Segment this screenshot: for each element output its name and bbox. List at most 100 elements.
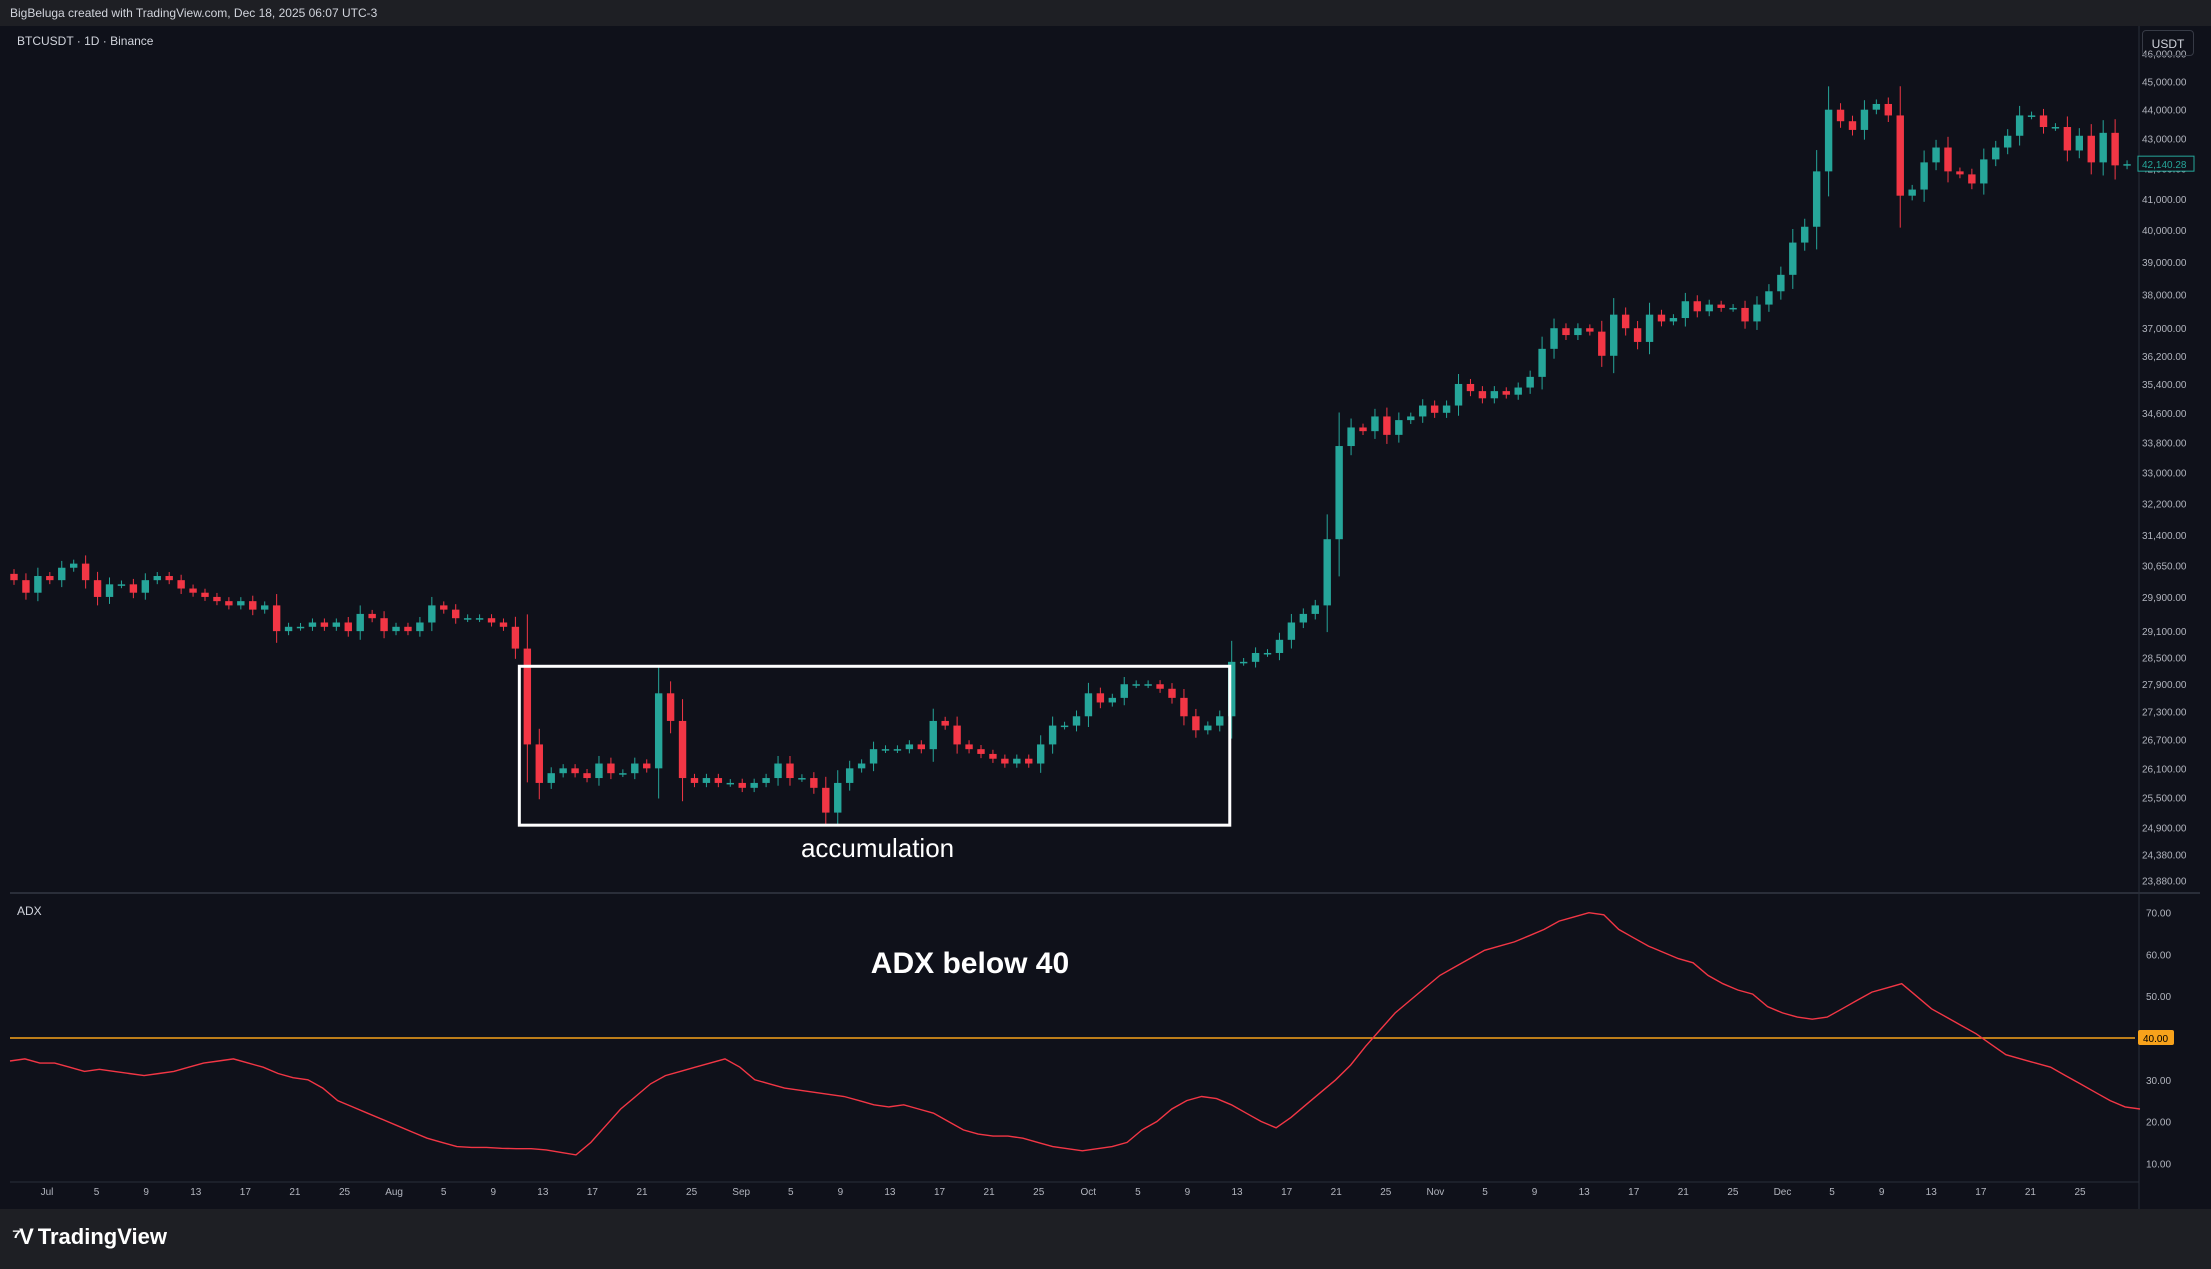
- candle-body: [1359, 427, 1367, 432]
- threshold-label: 40.00: [2143, 1034, 2168, 1045]
- candle-body: [845, 768, 854, 783]
- price-tick-label: 30,650.00: [2142, 562, 2187, 573]
- footer-bar: [0, 1209, 2211, 1269]
- candle-body: [643, 763, 651, 769]
- date-tick-label: Oct: [1081, 1187, 1097, 1198]
- candle-body: [690, 778, 699, 783]
- symbol-label: BTCUSDT · 1D · Binance: [17, 34, 154, 48]
- candle-body: [595, 763, 603, 779]
- adx-tick-label: 10.00: [2146, 1159, 2171, 1170]
- candle-body: [2063, 127, 2072, 151]
- last-price-label: 42,140.28: [2142, 160, 2187, 171]
- candle-body: [1884, 103, 1892, 116]
- candle-body: [201, 592, 209, 597]
- candle-body: [607, 763, 615, 774]
- candle-body: [1025, 758, 1033, 764]
- candle-body: [1204, 725, 1212, 731]
- candle-body: [105, 584, 114, 597]
- candle-body: [786, 763, 794, 779]
- candle-body: [225, 601, 233, 606]
- candle-body: [1860, 109, 1869, 130]
- accumulation-box: [517, 664, 1232, 827]
- candle-body: [559, 768, 567, 774]
- candle-body: [1777, 274, 1785, 292]
- candle-body: [1765, 291, 1773, 305]
- candle-body: [1980, 159, 1988, 184]
- candle-body: [547, 773, 555, 783]
- date-tick-label: 25: [339, 1187, 351, 1198]
- candle-body: [1454, 383, 1463, 406]
- candle-body: [1407, 416, 1415, 421]
- candle-body: [1072, 716, 1081, 726]
- candle-body: [1060, 725, 1069, 728]
- price-tick-label: 23,880.00: [2142, 876, 2187, 887]
- candle-body: [714, 778, 723, 783]
- candle-body: [1108, 697, 1117, 703]
- candle-body: [1621, 314, 1630, 329]
- candle-body: [738, 782, 746, 788]
- candle-body: [857, 763, 866, 769]
- candle-body: [1693, 301, 1701, 312]
- price-tick-label: 29,100.00: [2142, 627, 2187, 638]
- candle-body: [1132, 684, 1140, 686]
- candle-body: [1084, 693, 1093, 717]
- date-tick-label: 21: [1678, 1187, 1690, 1198]
- price-tick-label: 24,380.00: [2142, 850, 2187, 861]
- price-tick-label: 27,300.00: [2142, 708, 2187, 719]
- candle-body: [1383, 416, 1391, 435]
- candle-body: [822, 787, 830, 813]
- candle-body: [2123, 164, 2131, 166]
- candle-body: [1645, 314, 1654, 342]
- price-tick-label: 39,000.00: [2142, 258, 2187, 269]
- candle-body: [249, 601, 257, 610]
- price-tick-label: 35,400.00: [2142, 380, 2187, 391]
- candle-body: [1586, 328, 1594, 332]
- candle-body: [2027, 115, 2036, 117]
- candle-body: [1717, 304, 1725, 308]
- candle-body: [22, 580, 30, 593]
- candle-body: [1168, 688, 1176, 698]
- date-tick-label: 5: [441, 1187, 447, 1198]
- date-tick-label: 13: [884, 1187, 896, 1198]
- candle-body: [1872, 103, 1881, 110]
- candle-body: [1096, 693, 1105, 703]
- date-tick-label: 5: [94, 1187, 100, 1198]
- date-tick-label: Jul: [41, 1187, 54, 1198]
- date-tick-label: 25: [2074, 1187, 2086, 1198]
- candle-body: [1299, 613, 1308, 623]
- candle-body: [1968, 174, 1976, 184]
- candle-body: [10, 573, 18, 581]
- date-tick-label: Sep: [732, 1187, 750, 1198]
- accumulation-label: accumulation: [801, 833, 954, 863]
- candle-body: [2075, 135, 2084, 151]
- price-tick-label: 25,500.00: [2142, 794, 2187, 805]
- candle-body: [1036, 744, 1045, 764]
- candle-body: [1812, 171, 1821, 227]
- price-tick-label: 33,000.00: [2142, 469, 2187, 480]
- candle-body: [1323, 539, 1331, 606]
- candle-body: [1753, 304, 1761, 322]
- tradingview-logo-icon: ⁷V: [12, 1224, 34, 1249]
- candle-body: [368, 613, 376, 619]
- candle-body: [296, 626, 305, 629]
- date-tick-label: 5: [1482, 1187, 1488, 1198]
- candle-body: [798, 778, 806, 780]
- brand: ⁷V TradingView: [12, 1224, 167, 1250]
- candle-body: [631, 763, 639, 774]
- currency-button[interactable]: USDT: [2142, 30, 2194, 56]
- candle-body: [762, 778, 770, 783]
- candle-body: [511, 626, 520, 649]
- candle-body: [965, 744, 973, 750]
- candle-body: [1287, 622, 1296, 640]
- candle-body: [34, 576, 42, 593]
- candle-body: [1514, 387, 1522, 395]
- price-tick-label: 38,000.00: [2142, 291, 2187, 302]
- candle-body: [2051, 127, 2060, 129]
- adx-tick-label: 70.00: [2146, 909, 2171, 920]
- candle-body: [929, 720, 937, 750]
- candle-body: [1705, 304, 1713, 312]
- candle-body: [774, 763, 782, 779]
- date-tick-label: 25: [1727, 1187, 1739, 1198]
- candle-body: [1920, 162, 1928, 190]
